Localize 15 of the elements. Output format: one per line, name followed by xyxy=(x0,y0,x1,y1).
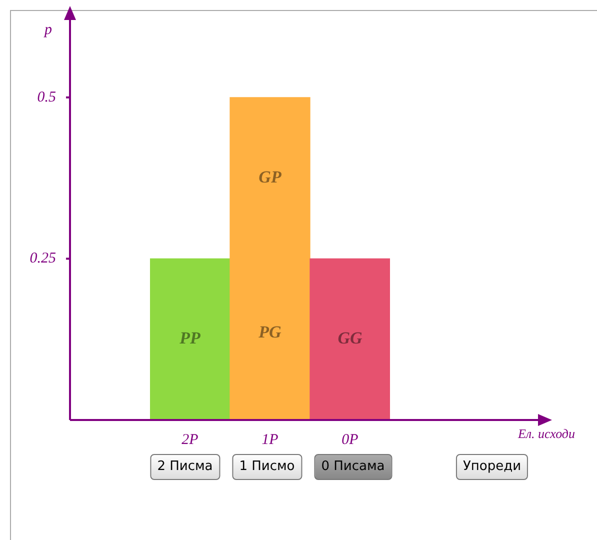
text: Ел. исходи xyxy=(516,426,576,441)
button[interactable]: 0 Писама xyxy=(314,454,392,480)
y-axis-title: p xyxy=(44,22,52,38)
y-tick-label: 0.5 xyxy=(37,89,56,106)
x-tick-label: 2P xyxy=(182,432,198,448)
annotation: GP xyxy=(258,167,282,186)
x-tick-label: 1P xyxy=(262,432,278,448)
annotation: GG xyxy=(338,328,363,348)
y-tick-label: 0.25 xyxy=(30,250,56,267)
button[interactable]: 1 Писмо xyxy=(232,454,302,480)
x-tick-label: 0P xyxy=(342,432,358,448)
annotation: PP xyxy=(178,328,201,348)
annotation: PG xyxy=(258,322,282,342)
button[interactable]: Упореди xyxy=(456,454,528,480)
button[interactable]: 2 Писма xyxy=(150,454,220,480)
